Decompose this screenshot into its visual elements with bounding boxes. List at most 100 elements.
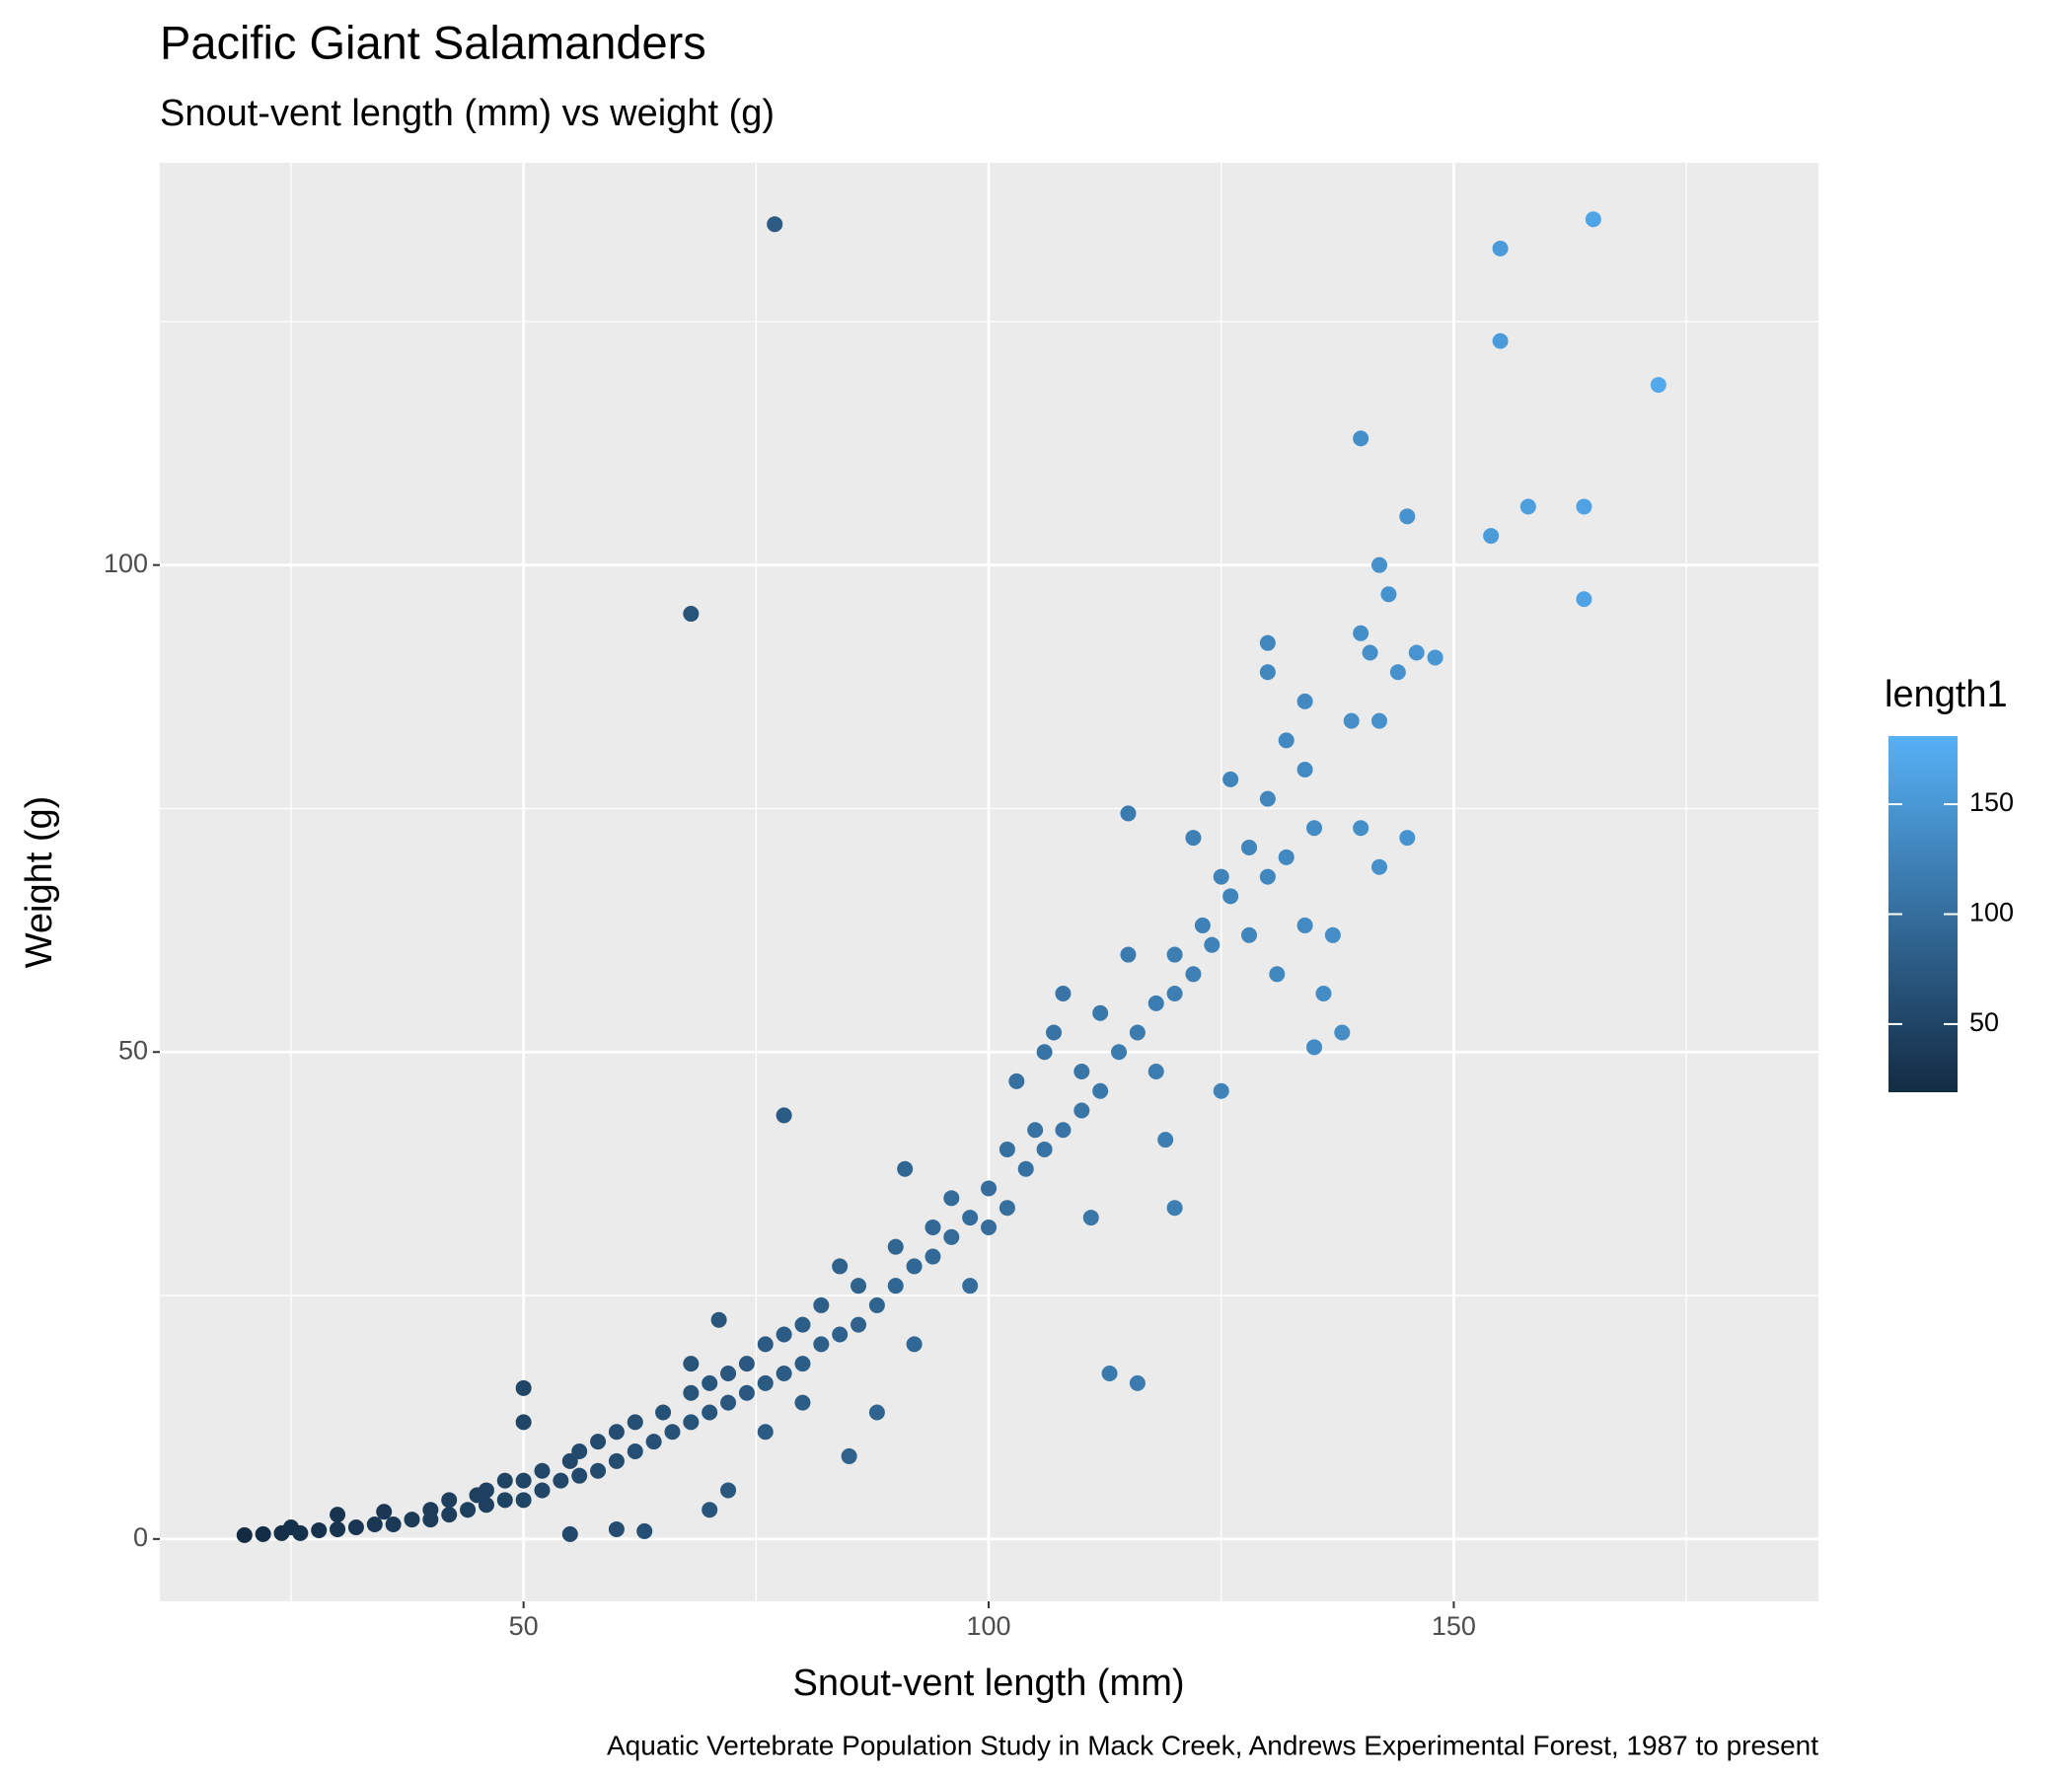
point <box>925 1248 941 1265</box>
point <box>702 1404 718 1421</box>
point <box>655 1404 672 1421</box>
point <box>366 1517 383 1533</box>
point <box>887 1278 904 1295</box>
point <box>981 1219 998 1235</box>
point <box>710 1311 727 1328</box>
point <box>776 1326 792 1343</box>
point <box>1036 1141 1053 1157</box>
point <box>1120 805 1137 822</box>
point <box>1129 1374 1146 1391</box>
point <box>683 1384 700 1401</box>
point <box>683 1356 700 1372</box>
point <box>1073 1063 1090 1079</box>
point <box>1371 858 1388 875</box>
point <box>1259 634 1276 651</box>
point <box>1278 849 1295 865</box>
point <box>999 1141 1015 1157</box>
point <box>1185 830 1202 847</box>
point <box>1306 820 1323 837</box>
point <box>1046 1024 1063 1041</box>
point <box>292 1524 309 1541</box>
colorbar-tick-label: 100 <box>1969 898 2014 927</box>
point <box>1222 771 1239 787</box>
point <box>794 1394 811 1411</box>
point <box>460 1502 477 1518</box>
point <box>1008 1073 1025 1089</box>
point <box>943 1228 960 1245</box>
point <box>1017 1160 1034 1177</box>
point <box>1055 986 1072 1002</box>
point <box>776 1107 792 1124</box>
point <box>330 1520 346 1537</box>
point <box>1296 761 1313 777</box>
point <box>534 1482 551 1499</box>
legend-title: length1 <box>1885 674 2008 715</box>
point <box>441 1507 458 1523</box>
point <box>330 1507 346 1523</box>
point <box>1576 498 1592 515</box>
point <box>422 1502 439 1518</box>
point <box>496 1492 513 1509</box>
point <box>385 1517 402 1533</box>
point <box>1371 556 1388 573</box>
point <box>1213 868 1229 885</box>
point <box>636 1522 653 1539</box>
point <box>1204 936 1221 953</box>
point <box>702 1502 718 1518</box>
point <box>1111 1044 1128 1061</box>
point <box>1576 591 1592 608</box>
point <box>1389 664 1406 681</box>
point <box>1259 868 1276 885</box>
point <box>925 1219 941 1235</box>
colorbar-tick-label: 50 <box>1969 1007 1999 1037</box>
point <box>1157 1132 1174 1148</box>
point <box>1334 1024 1351 1041</box>
point <box>608 1424 625 1441</box>
point <box>311 1521 328 1538</box>
point <box>720 1482 737 1499</box>
point <box>627 1414 643 1431</box>
point <box>832 1258 849 1275</box>
y-tick-label: 50 <box>118 1035 148 1065</box>
point <box>720 1394 737 1411</box>
point <box>645 1434 662 1450</box>
x-tick-label: 150 <box>1432 1611 1476 1641</box>
point <box>1483 528 1500 545</box>
point <box>757 1336 774 1353</box>
point <box>1269 966 1286 983</box>
point <box>1259 790 1276 807</box>
point <box>1129 1024 1146 1041</box>
point <box>571 1443 588 1459</box>
point <box>1166 946 1183 963</box>
point <box>1092 1004 1109 1021</box>
point <box>794 1356 811 1372</box>
point <box>478 1497 494 1514</box>
point <box>376 1504 393 1520</box>
point <box>1278 732 1295 749</box>
point <box>841 1447 857 1464</box>
point <box>608 1520 625 1537</box>
point <box>1353 625 1369 641</box>
point <box>851 1316 867 1333</box>
point <box>981 1180 998 1197</box>
point <box>887 1238 904 1255</box>
x-tick-label: 100 <box>966 1611 1010 1641</box>
point <box>404 1512 420 1528</box>
point <box>738 1356 755 1372</box>
point <box>1296 917 1313 933</box>
point <box>1408 644 1425 661</box>
point <box>813 1296 830 1313</box>
colorbar-tick-label: 150 <box>1969 787 2014 817</box>
point <box>1492 333 1509 349</box>
y-tick-label: 0 <box>133 1522 148 1552</box>
point <box>1147 1063 1164 1079</box>
point <box>515 1379 532 1396</box>
point <box>236 1526 253 1543</box>
point <box>1082 1210 1099 1226</box>
point <box>776 1366 792 1382</box>
point <box>515 1492 532 1509</box>
point <box>534 1462 551 1479</box>
point <box>1427 649 1443 666</box>
point <box>1519 498 1536 515</box>
